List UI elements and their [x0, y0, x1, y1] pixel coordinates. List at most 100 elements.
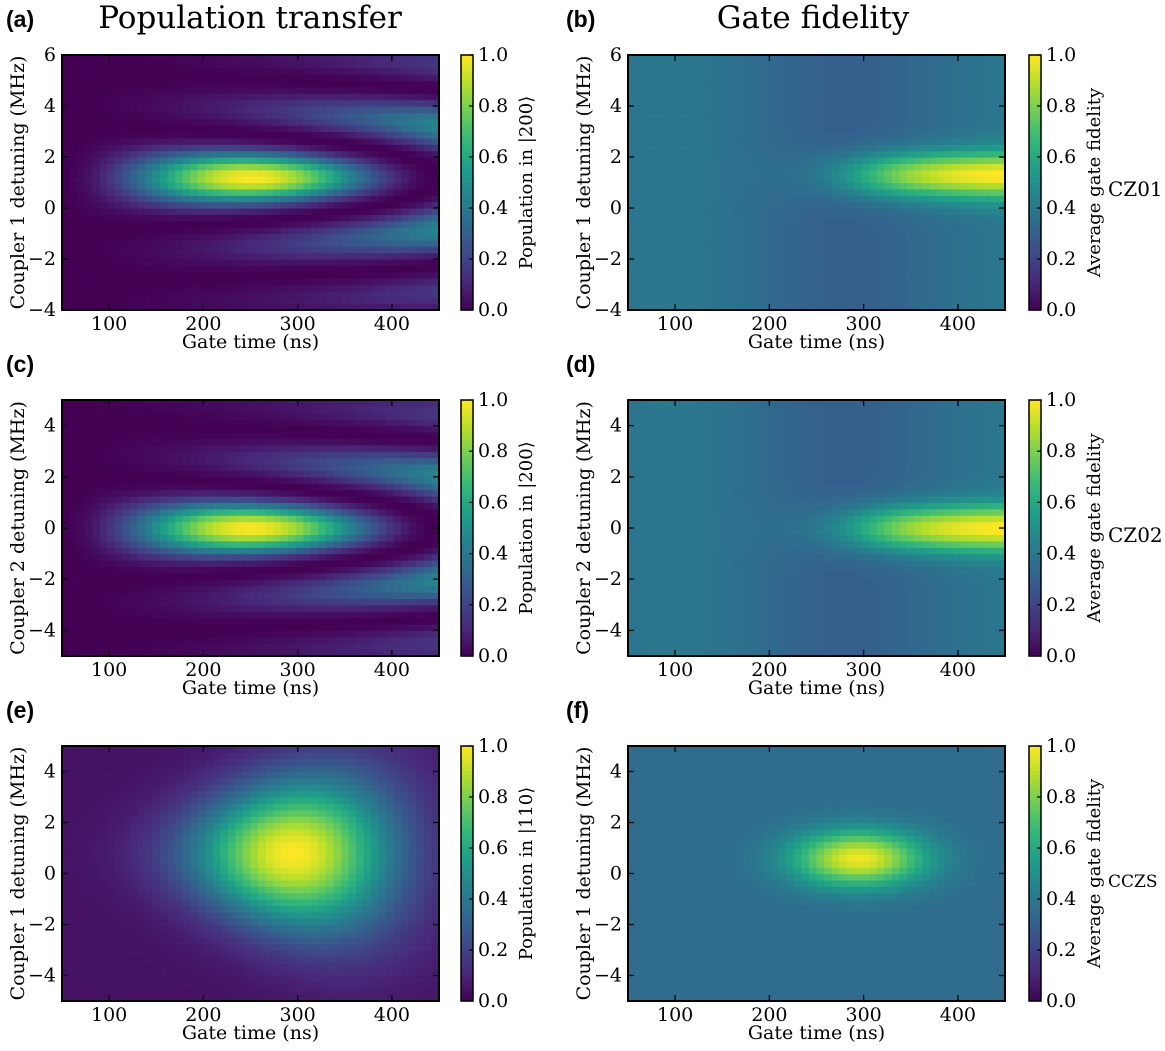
heatmap-cell: [824, 93, 833, 101]
heatmap-cell: [665, 99, 674, 107]
colorbar-segment: [461, 302, 473, 307]
heatmap-cell: [69, 163, 78, 171]
heatmap-cell: [288, 195, 297, 203]
heatmap-cell: [771, 290, 780, 298]
heatmap-cell: [378, 233, 387, 241]
colorbar-segment: [1029, 130, 1041, 136]
heatmap-cell: [62, 214, 71, 222]
heatmap-cell: [778, 106, 787, 113]
heatmap-cell: [801, 125, 810, 133]
heatmap-cell: [235, 80, 244, 88]
heatmap-cell: [99, 271, 108, 279]
heatmap-cell: [423, 112, 433, 120]
heatmap-cell: [967, 239, 976, 247]
heatmap-cell: [107, 239, 116, 247]
heatmap-cell: [62, 451, 71, 459]
heatmap-cell: [333, 131, 342, 139]
heatmap-cell: [891, 55, 901, 62]
heatmap-cell: [710, 290, 720, 298]
heatmap-cell: [431, 201, 440, 209]
heatmap-cell: [182, 227, 191, 235]
heatmap-cell: [137, 598, 146, 606]
heatmap-cell: [967, 125, 976, 133]
heatmap-cell: [77, 195, 86, 203]
heatmap-cell: [710, 278, 720, 286]
heatmap-cell: [771, 106, 780, 113]
heatmap-cell: [371, 61, 380, 69]
heatmap-cell: [386, 195, 395, 203]
heatmap-cell: [69, 400, 78, 407]
heatmap-cell: [801, 74, 810, 82]
heatmap-cell: [122, 534, 131, 542]
heatmap-cell: [69, 150, 78, 158]
heatmap-cell: [861, 227, 870, 235]
heatmap-cell: [129, 271, 138, 279]
heatmap-cell: [288, 163, 297, 171]
heatmap-cell: [884, 303, 893, 311]
heatmap-cell: [99, 55, 108, 62]
heatmap-cell: [69, 547, 78, 555]
heatmap-cell: [288, 176, 297, 184]
heatmap-cell: [695, 137, 704, 145]
heatmap-cell: [175, 592, 184, 599]
heatmap-cell: [808, 125, 818, 133]
heatmap-cell: [643, 246, 652, 254]
heatmap-cell: [107, 252, 116, 260]
heatmap-cell: [673, 271, 682, 279]
heatmap-cell: [212, 80, 221, 88]
heatmap-cell: [416, 106, 425, 113]
heatmap-cell: [763, 131, 772, 139]
heatmap-cell: [771, 169, 780, 177]
heatmap-cell: [92, 150, 101, 158]
heatmap-cell: [144, 182, 154, 190]
colorbar-segment: [1029, 238, 1041, 243]
heatmap-cell: [688, 125, 697, 133]
heatmap-cell: [310, 233, 319, 241]
heatmap-cell: [831, 74, 840, 82]
heatmap-cell: [295, 271, 304, 279]
heatmap-cell: [431, 144, 440, 152]
heatmap-cell: [997, 252, 1006, 260]
heatmap-cell: [84, 515, 93, 523]
heatmap-cell: [891, 182, 901, 190]
heatmap-cell: [695, 220, 704, 228]
heatmap-cell: [952, 137, 961, 145]
heatmap-cell: [401, 144, 410, 152]
heatmap-cell: [242, 297, 252, 305]
heatmap-cell: [235, 176, 244, 184]
heatmap-cell: [884, 201, 893, 209]
heatmap-cell: [175, 400, 184, 407]
heatmap-cell: [182, 297, 191, 305]
heatmap-cell: [356, 201, 365, 209]
heatmap-cell: [726, 131, 735, 139]
heatmap-cell: [363, 80, 372, 88]
heatmap-cell: [288, 201, 297, 209]
heatmap-cell: [748, 284, 757, 292]
heatmap-cell: [288, 74, 297, 82]
heatmap-cell: [906, 290, 916, 298]
colorbar-segment: [1029, 150, 1041, 156]
heatmap-cell: [107, 624, 116, 631]
heatmap-cell: [944, 278, 953, 286]
heatmap-cell: [348, 188, 357, 196]
heatmap-cell: [122, 553, 131, 561]
heatmap-cell: [182, 208, 191, 215]
heatmap-cell: [748, 125, 757, 133]
heatmap-cell: [808, 93, 818, 101]
heatmap-cell: [695, 131, 704, 139]
heatmap-cell: [839, 188, 848, 196]
heatmap-cell: [190, 163, 199, 171]
heatmap-cell: [318, 188, 327, 196]
heatmap-cell: [628, 284, 637, 292]
colorbar-segment: [1029, 110, 1041, 116]
heatmap-cell: [167, 74, 176, 82]
heatmap-cell: [107, 86, 116, 94]
heatmap-cell: [937, 55, 946, 62]
colorbar-segment: [461, 62, 473, 68]
heatmap-cell: [688, 61, 697, 69]
colorbar-segment: [1029, 214, 1041, 219]
heatmap-cell: [861, 125, 870, 133]
heatmap-cell: [129, 157, 138, 164]
colorbar-tick-label: 0.0: [1046, 299, 1076, 321]
heatmap-cell: [771, 144, 780, 152]
